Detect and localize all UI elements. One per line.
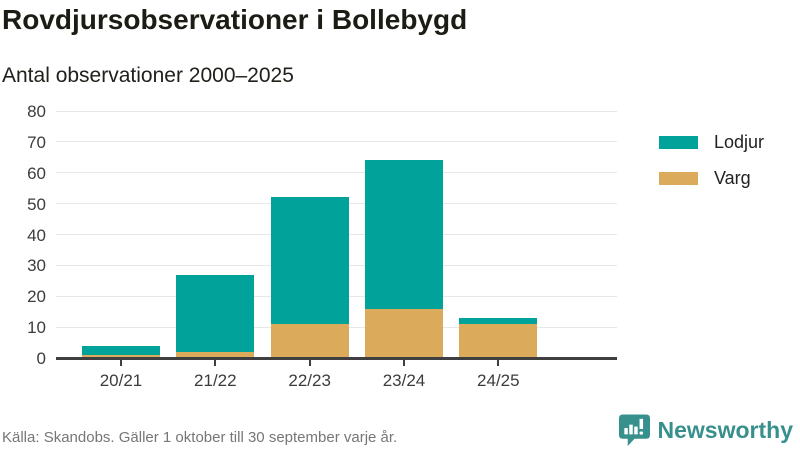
x-axis-tick (214, 360, 217, 366)
chart-subtitle: Antal observationer 2000–2025 (2, 64, 294, 87)
bar-segment-lodjur-22-23 (270, 197, 349, 325)
y-axis-tick-label: 50 (27, 194, 46, 214)
y-axis-tick-label: 30 (27, 256, 46, 276)
gridline-60 (56, 172, 617, 174)
newsworthy-bubble-chart-icon (618, 414, 650, 447)
legend-label: Varg (714, 168, 751, 188)
chart-title: Rovdjursobservationer i Bollebygd (2, 4, 468, 35)
x-axis-category-label: 21/22 (194, 371, 237, 390)
bar-segment-lodjur-21-22 (176, 274, 255, 352)
y-axis-tick-label: 20 (27, 287, 46, 307)
plot-area (56, 110, 617, 358)
x-axis-tick (402, 360, 405, 366)
y-axis-tick-label: 70 (27, 132, 46, 152)
bar-segment-varg-21-22 (176, 351, 255, 358)
newsworthy-wordmark: Newsworthy (657, 416, 793, 443)
x-axis-category-label: 20/21 (99, 371, 143, 390)
legend: Lodjur Varg (659, 132, 764, 204)
bar-segment-varg-22-23 (270, 324, 349, 358)
bar-segment-lodjur-24-25 (459, 317, 538, 325)
y-axis-tick-label: 0 (36, 349, 46, 368)
bar-segment-varg-24-25 (459, 324, 538, 358)
gridline-80 (56, 110, 617, 112)
legend-item-varg: Varg (659, 168, 764, 189)
legend-item-lodjur: Lodjur (659, 132, 764, 153)
bar-segment-lodjur-20-21 (82, 345, 160, 355)
x-axis-line (56, 357, 617, 360)
y-axis-tick-label: 60 (27, 163, 46, 183)
gridline-70 (56, 141, 617, 143)
newsworthy-logo: Newsworthy (618, 413, 793, 447)
x-axis-category-label: 22/23 (288, 371, 331, 390)
legend-swatch-lodjur (659, 136, 698, 149)
y-axis-tick-label: 40 (27, 225, 46, 245)
source-note: Källa: Skandobs. Gäller 1 oktober till 3… (2, 429, 398, 446)
bar-segment-lodjur-23-24 (364, 160, 443, 309)
x-axis-category-label: 24/25 (477, 371, 520, 390)
x-axis-category-label: 23/24 (382, 371, 426, 390)
legend-swatch-varg (659, 172, 698, 185)
x-axis-tick (497, 360, 500, 366)
bar-segment-varg-23-24 (364, 308, 443, 358)
y-axis-tick-label: 10 (27, 318, 46, 338)
legend-label: Lodjur (714, 132, 765, 152)
x-axis-tick (120, 360, 122, 366)
y-axis-tick-label: 80 (27, 102, 46, 121)
bar-segment-varg-20-21 (82, 354, 160, 358)
x-axis-tick (308, 360, 311, 366)
